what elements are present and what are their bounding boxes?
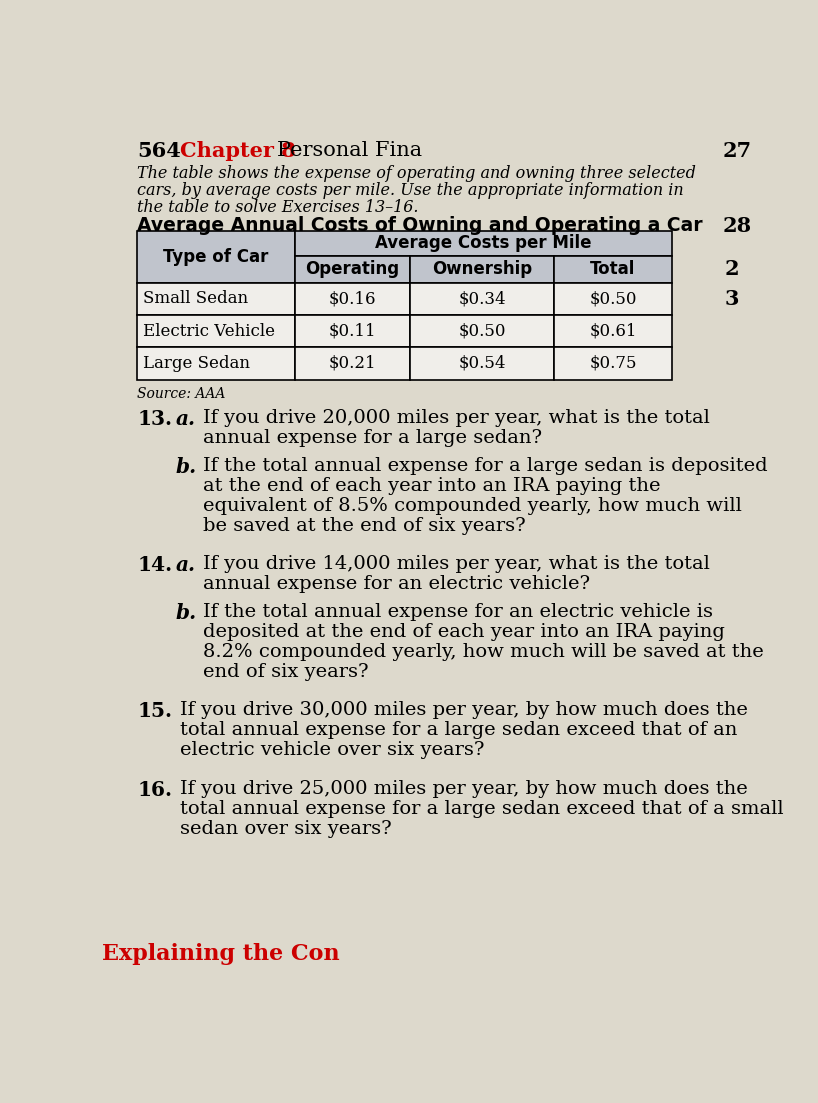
Text: If you drive 25,000 miles per year, by how much does the: If you drive 25,000 miles per year, by h…: [180, 780, 748, 797]
Text: 3: 3: [725, 289, 739, 309]
Text: a.: a.: [176, 409, 196, 429]
Bar: [555, 282, 672, 314]
Bar: [137, 282, 294, 314]
Text: be saved at the end of six years?: be saved at the end of six years?: [203, 516, 526, 535]
Bar: [410, 256, 555, 282]
Bar: [410, 314, 555, 347]
Text: $0.50: $0.50: [589, 290, 636, 307]
Text: If you drive 30,000 miles per year, by how much does the: If you drive 30,000 miles per year, by h…: [180, 702, 748, 719]
Text: total annual expense for a large sedan exceed that of an: total annual expense for a large sedan e…: [180, 721, 737, 739]
Text: $0.54: $0.54: [458, 355, 506, 372]
Text: at the end of each year into an IRA paying the: at the end of each year into an IRA payi…: [203, 476, 660, 494]
Text: $0.61: $0.61: [589, 322, 636, 340]
Bar: [294, 231, 672, 256]
Bar: [137, 314, 294, 347]
Text: Ownership: Ownership: [432, 260, 532, 278]
Text: $0.50: $0.50: [458, 322, 506, 340]
Text: Average Annual Costs of Owning and Operating a Car: Average Annual Costs of Owning and Opera…: [137, 215, 703, 235]
Text: Small Sedan: Small Sedan: [143, 290, 249, 307]
Text: Type of Car: Type of Car: [164, 248, 268, 266]
Bar: [294, 282, 410, 314]
Bar: [555, 314, 672, 347]
Text: deposited at the end of each year into an IRA paying: deposited at the end of each year into a…: [203, 623, 725, 641]
Text: $0.34: $0.34: [458, 290, 506, 307]
Text: b.: b.: [176, 457, 197, 476]
Text: Chapter 8: Chapter 8: [180, 141, 295, 161]
Text: If the total annual expense for an electric vehicle is: If the total annual expense for an elect…: [203, 603, 713, 621]
Text: Operating: Operating: [305, 260, 399, 278]
Text: $0.16: $0.16: [329, 290, 376, 307]
Bar: [555, 256, 672, 282]
Text: cars, by average costs per mile. Use the appropriate information in: cars, by average costs per mile. Use the…: [137, 182, 684, 200]
Bar: [294, 256, 410, 282]
Bar: [294, 347, 410, 379]
Text: b.: b.: [176, 603, 197, 623]
Text: equivalent of 8.5% compounded yearly, how much will: equivalent of 8.5% compounded yearly, ho…: [203, 496, 742, 515]
Text: annual expense for a large sedan?: annual expense for a large sedan?: [203, 429, 542, 447]
Text: the table to solve Exercises 13–16.: the table to solve Exercises 13–16.: [137, 200, 419, 216]
Text: Average Costs per Mile: Average Costs per Mile: [375, 234, 591, 253]
Text: Source: AAA: Source: AAA: [137, 387, 226, 401]
Text: Large Sedan: Large Sedan: [143, 355, 250, 372]
Text: If the total annual expense for a large sedan is deposited: If the total annual expense for a large …: [203, 457, 767, 474]
Bar: [410, 282, 555, 314]
Text: a.: a.: [176, 555, 196, 575]
Text: end of six years?: end of six years?: [203, 663, 369, 681]
Text: The table shows the expense of operating and owning three selected: The table shows the expense of operating…: [137, 165, 696, 182]
Text: 8.2% compounded yearly, how much will be saved at the: 8.2% compounded yearly, how much will be…: [203, 643, 764, 661]
Text: total annual expense for a large sedan exceed that of a small: total annual expense for a large sedan e…: [180, 800, 784, 818]
Text: 564: 564: [137, 141, 181, 161]
Text: 2: 2: [725, 259, 739, 279]
Text: Electric Vehicle: Electric Vehicle: [143, 322, 276, 340]
Text: 13.: 13.: [137, 409, 172, 429]
Text: sedan over six years?: sedan over six years?: [180, 820, 392, 838]
Bar: [294, 314, 410, 347]
Bar: [555, 347, 672, 379]
Text: 28: 28: [722, 215, 752, 236]
Text: electric vehicle over six years?: electric vehicle over six years?: [180, 741, 484, 760]
Text: Explaining the Con: Explaining the Con: [102, 943, 339, 965]
Text: If you drive 14,000 miles per year, what is the total: If you drive 14,000 miles per year, what…: [203, 555, 710, 574]
Text: annual expense for an electric vehicle?: annual expense for an electric vehicle?: [203, 575, 590, 593]
Text: $0.11: $0.11: [329, 322, 376, 340]
Text: $0.21: $0.21: [329, 355, 376, 372]
Text: If you drive 20,000 miles per year, what is the total: If you drive 20,000 miles per year, what…: [203, 409, 710, 427]
Text: 27: 27: [722, 141, 752, 161]
Bar: [410, 347, 555, 379]
Bar: [137, 231, 294, 282]
Text: 16.: 16.: [137, 780, 172, 800]
Text: $0.75: $0.75: [589, 355, 636, 372]
Text: Personal Fina: Personal Fina: [276, 141, 422, 160]
Text: Total: Total: [591, 260, 636, 278]
Text: 15.: 15.: [137, 702, 172, 721]
Text: 14.: 14.: [137, 555, 173, 575]
Bar: [137, 347, 294, 379]
